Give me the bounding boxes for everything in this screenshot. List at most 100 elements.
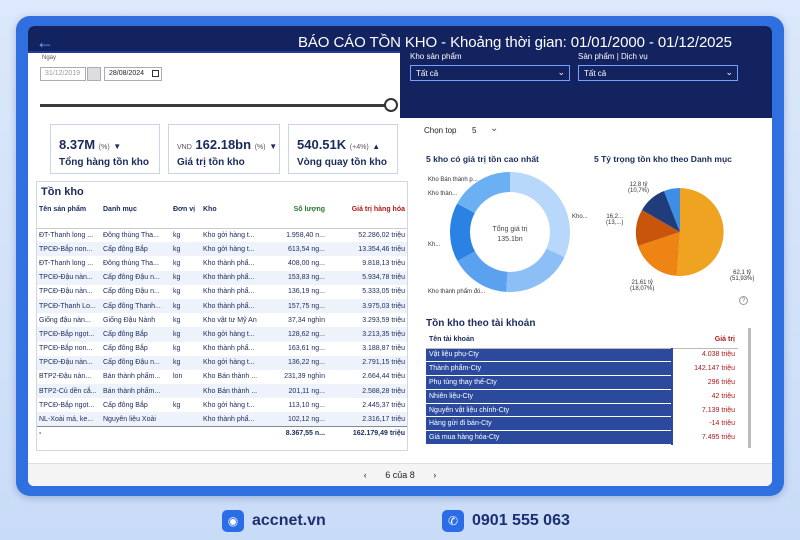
pie-slice-4[interactable] <box>642 191 680 232</box>
cell-quantity: 102,12 ng... <box>265 412 327 427</box>
account-row[interactable]: Giá mua hàng hóa-Cty 7.495 triệu <box>426 430 738 446</box>
table-row[interactable]: TPCĐ-Bắp non... Cấp đông Bắp kg Kho thành p… <box>37 342 407 356</box>
cell-value: 2.445,37 triệu <box>362 401 405 409</box>
pie-slice-5[interactable] <box>664 188 680 232</box>
table-row[interactable]: TPCĐ-Đậu nàn... Cấp đông Đậu n... kg Kho gở… <box>37 355 407 370</box>
date-end-input[interactable]: 28/08/2024 <box>104 67 162 81</box>
date-slider-thumb[interactable] <box>384 98 398 112</box>
donut-label-1: Kho Bán thành p... <box>428 177 478 183</box>
pie-chart[interactable] <box>635 188 724 276</box>
calendar-icon[interactable] <box>152 70 159 77</box>
cell-category: Đông thùng Tha... <box>103 231 159 239</box>
cell-unit: kg <box>171 355 201 370</box>
col-product-name[interactable]: Tên sản phẩm <box>37 204 101 229</box>
next-page-button[interactable]: › <box>433 470 437 480</box>
account-name: Nguyên vật liệu chính-Cty <box>426 403 672 418</box>
account-row[interactable]: Nhiên liệu-Cty 42 triệu <box>426 389 738 404</box>
account-name: Nhiên liệu-Cty <box>426 389 672 404</box>
account-row[interactable]: Nguyên vật liệu chính-Cty 7.139 triệu <box>426 403 738 418</box>
donut-slice-4[interactable] <box>450 172 570 292</box>
device-frame: ← BÁO CÁO TỒN KHO - Khoảng thời gian: 01… <box>16 16 784 496</box>
help-icon[interactable]: ? <box>739 296 748 305</box>
cell-unit: kg <box>173 231 181 239</box>
account-name: Phụ tùng thay thế-Cty <box>426 375 672 390</box>
prev-page-button[interactable]: ‹ <box>363 470 367 480</box>
account-row[interactable]: Hàng gửi đi bán-Cty -14 triệu <box>426 416 738 432</box>
cell-product: ĐT-Thanh long ... <box>39 231 94 239</box>
cell-quantity: 1.958,40 n... <box>286 231 325 239</box>
cell-unit <box>171 412 201 427</box>
col-quantity[interactable]: Số lượng <box>265 204 327 229</box>
col-unit[interactable]: Đơn vị <box>171 204 201 229</box>
account-name: Giá mua hàng hóa-Cty <box>426 430 672 446</box>
cell-value: 3.975,03 triệu <box>327 298 407 314</box>
col-warehouse[interactable]: Kho <box>201 204 265 229</box>
cell-category: Cấp đông Bắp <box>103 345 148 353</box>
cell-value: 5.934,78 triệu <box>327 270 407 285</box>
table-row[interactable]: ĐT-Thanh long ... Đông thùng Tha... kg Kho … <box>37 256 407 270</box>
kpi-unit: (%) <box>254 144 266 151</box>
back-arrow-icon[interactable]: ← <box>36 32 54 52</box>
kpi-value: 540.51K (+4%) ▲ <box>297 137 380 152</box>
donut-slice-2[interactable] <box>450 172 570 292</box>
table-row[interactable]: TPCĐ-Bắp non... Cấp đông Bắp kg Kho gởi hàn… <box>37 242 407 257</box>
cell-warehouse: Kho vật tư Mỹ An <box>203 316 257 324</box>
table-row[interactable]: ĐT-Thanh long ... Đông thùng Tha... kg Kho … <box>37 228 407 242</box>
website-text[interactable]: accnet.vn <box>252 512 326 529</box>
account-row[interactable]: Phụ tùng thay thế-Cty 296 triệu <box>426 375 738 390</box>
product-warehouse-select[interactable]: Tất cả ⌄ <box>410 65 570 81</box>
top-select-value[interactable]: 5 <box>472 126 477 135</box>
date-slider-track[interactable] <box>40 104 388 107</box>
cell-value: 2.588,28 triệu <box>327 384 407 399</box>
kpi-inventory-turnover: 540.51K (+4%) ▲ Vòng quay tồn kho <box>288 124 398 174</box>
donut-center-label: Tổng giá trị <box>492 226 528 233</box>
phone-text[interactable]: 0901 555 063 <box>472 512 570 529</box>
col-account-value[interactable]: Giá trị <box>672 332 738 349</box>
kpi-label: Vòng quay tồn kho <box>297 157 387 168</box>
cell-value: 2.316,17 triệu <box>327 412 407 427</box>
pie-slice-2[interactable] <box>638 232 680 276</box>
accounts-scrollbar[interactable] <box>748 328 751 448</box>
cell-category: Đông thùng Tha... <box>103 259 159 267</box>
table-row[interactable]: TPCĐ-Bắp ngọt... Cấp đông Bắp kg Kho gởi hà… <box>37 398 407 412</box>
cell-quantity: 201,11 ng... <box>265 384 327 399</box>
table-row[interactable]: TPCĐ-Thanh Lo... Cấp đông Thanh... kg Kho t… <box>37 298 407 314</box>
date-start-input[interactable]: 31/12/2019 <box>40 67 86 81</box>
charts-area: Chọn top 5 ⌄ 5 kho có giá trị tồn cao nh… <box>416 118 772 308</box>
total-cell <box>101 426 171 441</box>
product-service-select[interactable]: Tất cả ⌄ <box>578 65 738 81</box>
cell-category: Nguyên liệu Xoài <box>101 412 171 427</box>
table-row[interactable]: BTP2-Củ dền cắ... Bán thành phẩm... Kho Bá… <box>37 384 407 399</box>
account-row[interactable]: Vật liệu phụ-Cty 4.038 triệu <box>426 348 738 363</box>
table-row[interactable]: TPCĐ-Đậu nàn... Cấp đông Đậu n... kg Kho th… <box>37 270 407 285</box>
kpi-prefix: VND <box>177 144 192 151</box>
total-cell: - <box>37 426 101 441</box>
cell-product: BTP2-Củ dền cắ... <box>37 384 101 399</box>
pie-label-value: 16,2... <box>606 214 624 220</box>
table-row[interactable]: BTP2-Đậu nàn... Bán thành phẩm... lon Kho B… <box>37 370 407 384</box>
pie-slice-3[interactable] <box>635 210 680 246</box>
account-value: 142.147 triệu <box>671 361 738 377</box>
col-account-name[interactable]: Tên tài khoản <box>426 332 672 349</box>
cell-warehouse: Kho Bán thành ... <box>201 384 265 399</box>
donut-slice-5[interactable] <box>450 172 570 292</box>
account-value: 7.139 triệu <box>671 403 738 418</box>
table-row[interactable]: TPCĐ-Bắp ngọt... Cấp đông Bắp kg Kho gởi hà… <box>37 327 407 342</box>
page-indicator: 6 của 8 <box>385 470 415 480</box>
table-row[interactable]: Giống đậu nàn... Giống Đậu Nành kg Kho vật … <box>37 313 407 327</box>
pie-slice-1[interactable] <box>676 188 724 276</box>
col-category[interactable]: Danh mục <box>101 204 171 229</box>
col-goods-value[interactable]: Giá trị hàng hóa <box>327 204 407 229</box>
table-row[interactable]: TPCĐ-Đậu nàn... Cấp đông Đậu n... kg Kho th… <box>37 285 407 299</box>
total-cell <box>171 426 201 441</box>
chevron-down-icon[interactable]: ⌄ <box>490 123 499 134</box>
date-start-picker[interactable] <box>87 67 101 81</box>
cell-warehouse: Kho thành phẩ... <box>203 259 255 267</box>
cell-value: 3.293,59 triệu <box>362 316 405 324</box>
donut-chart[interactable] <box>450 172 570 292</box>
product-service-value: Tất cả <box>584 69 607 78</box>
donut-title: 5 kho có giá trị tồn cao nhất <box>426 154 539 164</box>
kpi-unit: (+4%) <box>349 144 369 151</box>
account-row[interactable]: Thành phẩm-Cty 142.147 triệu <box>426 361 738 377</box>
table-row[interactable]: NL-Xoài má, ke... Nguyên liệu Xoài Kho thà… <box>37 412 407 427</box>
